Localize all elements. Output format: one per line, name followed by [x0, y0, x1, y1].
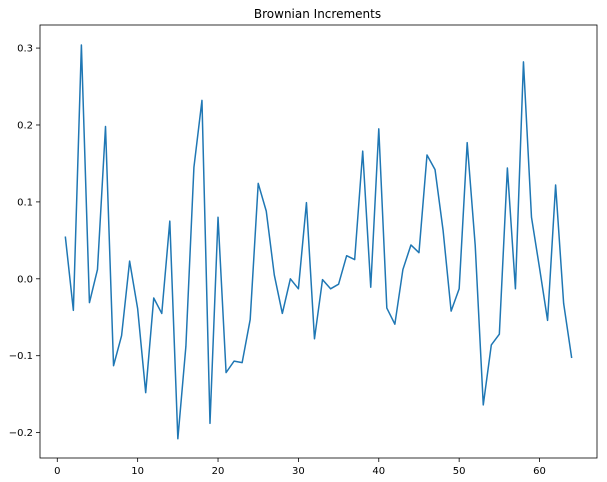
y-tick-label: 0.2: [17, 120, 33, 131]
x-tick-label: 30: [292, 466, 305, 477]
x-tick-label: 20: [212, 466, 225, 477]
y-tick-label: 0.0: [17, 274, 33, 285]
x-tick-label: 0: [54, 466, 60, 477]
y-tick-label: 0.1: [17, 197, 33, 208]
x-tick-label: 50: [453, 466, 466, 477]
y-tick-label: −0.1: [9, 351, 33, 362]
x-tick-label: 40: [372, 466, 385, 477]
series-line: [64, 44, 573, 440]
x-tick-label: 60: [533, 466, 546, 477]
y-tick-label: −0.2: [9, 428, 33, 439]
y-tick-label: 0.3: [17, 44, 33, 55]
plot-area: 0 10 20 30 40 50 60 −0.2 −0.1 0.0 0.1 0.2 0.3: [9, 24, 598, 477]
x-tick-label: 10: [131, 466, 144, 477]
axes-frame: [39, 24, 598, 459]
chart-title: Brownian Increments: [254, 7, 381, 21]
